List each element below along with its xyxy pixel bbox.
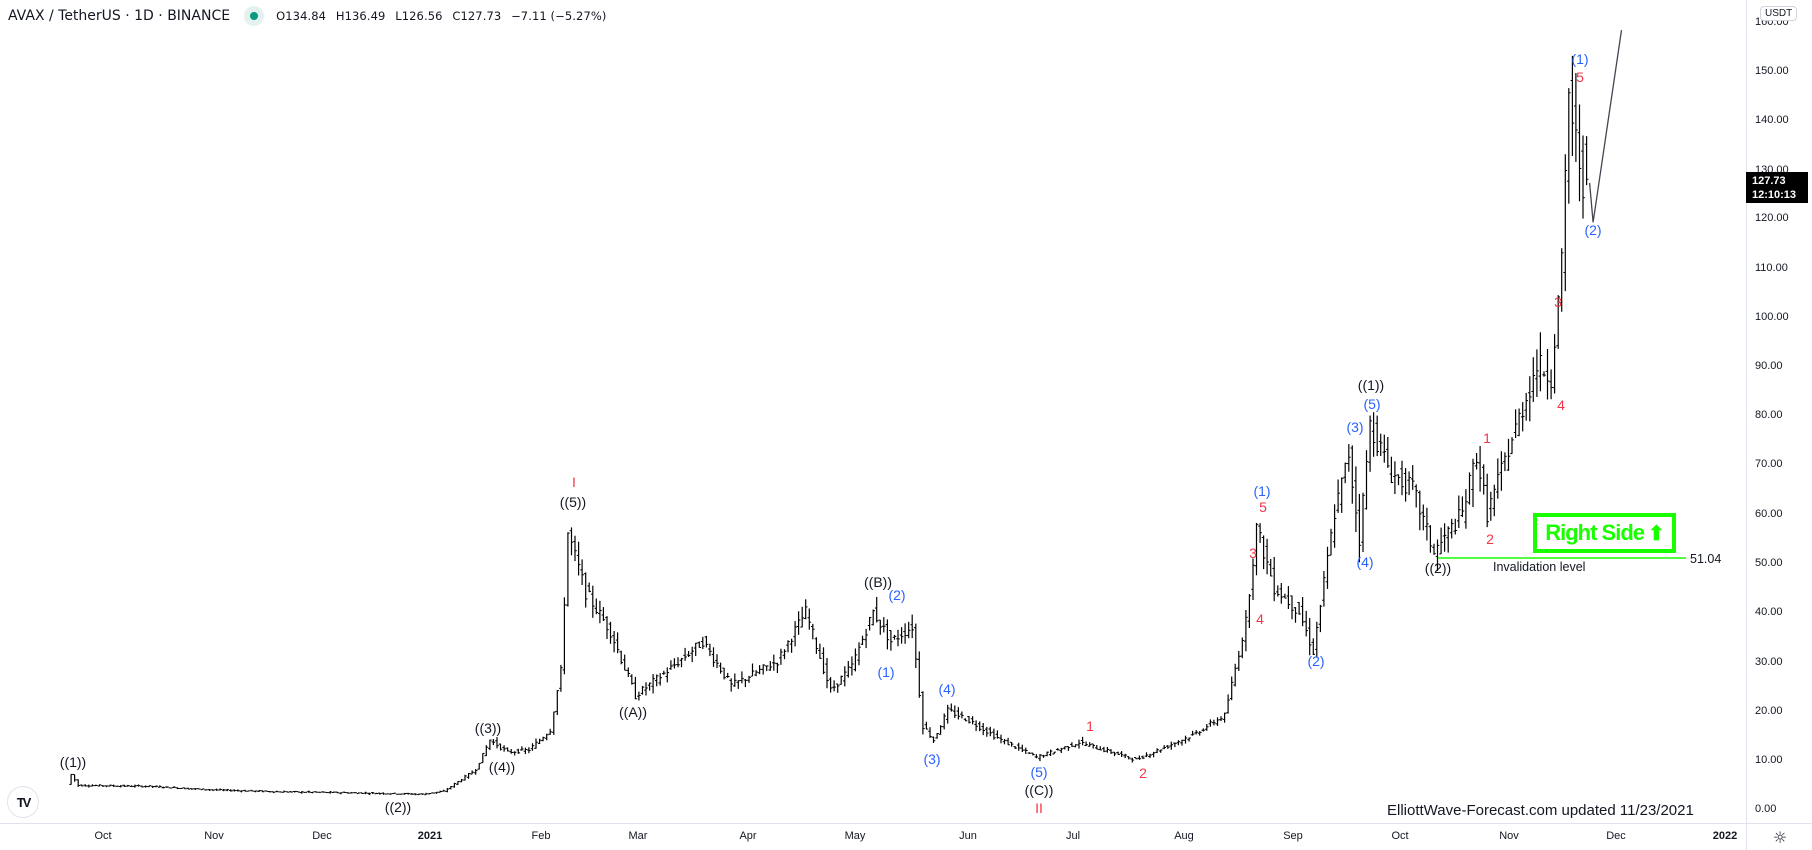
time-tick: Nov: [204, 830, 224, 842]
wave-label: ((2)): [384, 799, 412, 815]
time-tick: Mar: [628, 830, 648, 842]
wave-label: 2: [1486, 531, 1494, 547]
wave-label: (5): [1030, 764, 1048, 780]
price-tick: 40.00: [1755, 606, 1783, 618]
right-side-badge: Right Side ⬆: [1533, 513, 1676, 553]
wave-label: (2): [1584, 222, 1602, 238]
wave-label: ((B)): [864, 574, 892, 590]
time-axis[interactable]: Oct Nov Dec 2021 Feb Mar Apr May Jun Jul Aug Sep Oct…: [0, 823, 1746, 850]
price-tick: 50.00: [1755, 557, 1783, 569]
wave-label: (2): [888, 587, 906, 603]
chart-legend: AVAX / TetherUS · 1D · BINANCE O134.84 H…: [8, 5, 613, 27]
price-tick: 100.00: [1755, 311, 1789, 323]
wave-label: 4: [1256, 611, 1264, 627]
wave-label: 5: [1576, 69, 1584, 85]
price-tick: 90.00: [1755, 360, 1783, 372]
bar-countdown: 12:10:13: [1752, 189, 1797, 201]
time-tick: Feb: [531, 830, 551, 842]
invalidation-label: Invalidation level: [1493, 560, 1586, 574]
projection-line: [1588, 30, 1623, 223]
wave-label: (4): [1356, 554, 1374, 570]
wave-label: I: [572, 474, 576, 490]
time-tick: Nov: [1499, 830, 1519, 842]
time-tick: Jul: [1065, 830, 1081, 842]
time-tick: Apr: [739, 830, 757, 842]
wave-label: (1): [1253, 483, 1271, 499]
open-value: O134.84: [276, 9, 327, 23]
wave-label: 4: [1557, 397, 1565, 413]
price-chart[interactable]: [0, 0, 1746, 823]
time-tick: 2022: [1712, 830, 1738, 842]
wave-label: (4): [938, 681, 956, 697]
wave-label: ((5)): [559, 494, 587, 510]
wave-label: 5: [1259, 499, 1267, 515]
wave-label: 2: [1139, 765, 1147, 781]
wave-label: (1): [877, 664, 895, 680]
wave-label: ((2)): [1424, 560, 1452, 576]
price-tick: 0.00: [1755, 803, 1777, 815]
credit-text: ElliottWave-Forecast.com updated 11/23/2…: [1387, 802, 1694, 819]
high-value: H136.49: [335, 9, 386, 23]
time-tick: Dec: [1606, 830, 1626, 842]
wave-label: ((C)): [1024, 782, 1054, 798]
time-tick: Dec: [312, 830, 332, 842]
price-tick: 150.00: [1755, 65, 1789, 77]
price-tick: 120.00: [1755, 212, 1789, 224]
right-side-label: Right Side: [1545, 520, 1645, 545]
price-tick: 60.00: [1755, 508, 1783, 520]
wave-label: II: [1035, 800, 1043, 816]
wave-label: (3): [923, 751, 941, 767]
ohlc-bars: [69, 55, 1589, 796]
low-value: L126.56: [395, 9, 443, 23]
wave-label: ((A)): [619, 704, 647, 720]
close-value: C127.73: [452, 9, 502, 23]
price-tick: 80.00: [1755, 409, 1783, 421]
change-value: −7.11 (−5.27%): [511, 9, 607, 23]
arrow-up-icon: ⬆: [1648, 522, 1665, 545]
wave-label: (5): [1363, 396, 1381, 412]
time-tick: Jun: [959, 830, 977, 842]
invalidation-value: 51.04: [1690, 552, 1722, 566]
wave-label: 3: [1249, 545, 1257, 561]
ohlc-values: O134.84 H136.49 L126.56 C127.73 −7.11 (−…: [276, 9, 612, 23]
last-price-label: 127.73 12:10:13: [1746, 172, 1808, 203]
price-tick: 140.00: [1755, 114, 1789, 126]
wave-label: (3): [1346, 419, 1364, 435]
market-status-icon: [244, 6, 265, 26]
wave-label: ((4)): [488, 759, 516, 775]
tradingview-logo-icon[interactable]: TV: [7, 786, 39, 818]
wave-label: 3: [1554, 294, 1562, 310]
chart-area[interactable]: ((1)) ((2)) ((3)) ((4)) I ((5)) ((A)) ((B)) (2)(…: [0, 0, 1746, 823]
price-axis[interactable]: 160.00 150.00 140.00 130.00 120.00 110.00 100.…: [1746, 0, 1812, 823]
last-price-value: 127.73: [1752, 175, 1786, 187]
time-tick: Aug: [1174, 830, 1194, 842]
wave-label: 1: [1483, 430, 1491, 446]
price-tick: 30.00: [1755, 656, 1783, 668]
time-tick: Oct: [94, 830, 112, 842]
symbol-title[interactable]: AVAX / TetherUS · 1D · BINANCE: [8, 8, 231, 24]
time-tick: May: [844, 830, 866, 842]
price-tick: 70.00: [1755, 458, 1783, 470]
wave-label: ((1)): [1357, 377, 1385, 393]
price-tick: 110.00: [1755, 262, 1788, 274]
price-tick: 20.00: [1755, 705, 1783, 717]
time-tick: Sep: [1283, 830, 1303, 842]
wave-label: ((1)): [59, 754, 87, 770]
price-tick: 10.00: [1755, 754, 1783, 766]
time-tick: 2021: [417, 830, 443, 842]
wave-label: (2): [1307, 653, 1325, 669]
wave-label: 1: [1086, 718, 1094, 734]
currency-button[interactable]: USDT: [1760, 6, 1798, 21]
time-tick: Oct: [1391, 830, 1409, 842]
wave-label: (1): [1571, 51, 1589, 67]
settings-gear-icon[interactable]: ☼: [1746, 823, 1812, 850]
wave-label: ((3)): [474, 720, 502, 736]
